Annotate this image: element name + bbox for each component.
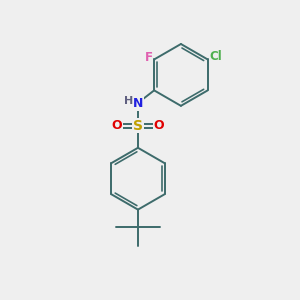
Text: S: S xyxy=(133,119,143,133)
Text: N: N xyxy=(133,97,143,110)
Text: H: H xyxy=(124,96,133,106)
Text: O: O xyxy=(154,119,164,132)
Text: O: O xyxy=(111,119,122,132)
Text: F: F xyxy=(145,51,153,64)
Text: Cl: Cl xyxy=(210,50,222,63)
